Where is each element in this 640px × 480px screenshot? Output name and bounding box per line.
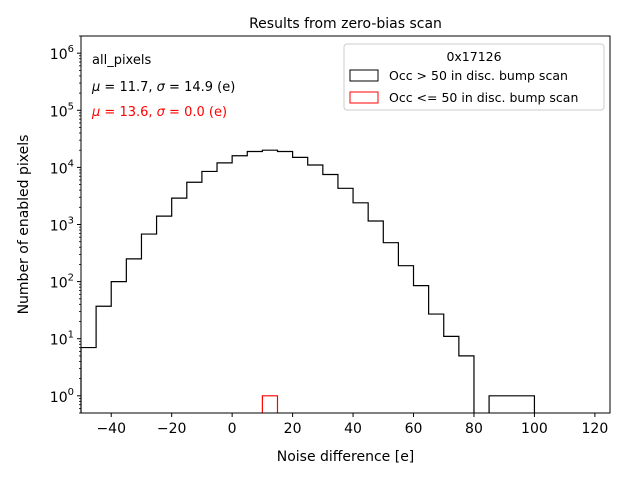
legend-box — [343, 43, 605, 111]
x-tick-label: 40 — [344, 421, 362, 437]
y-axis-title: Number of enabled pixels — [16, 135, 32, 315]
legend-swatch-occ-gt-50 — [349, 69, 379, 82]
annotation-stats-occ-le-50: μ = 13.6, σ = 0.0 (e) — [91, 105, 227, 120]
x-tick-label: −40 — [96, 421, 126, 437]
legend-swatch-occ-le-50 — [349, 91, 379, 104]
y-tick-label: 101 — [50, 330, 74, 349]
legend: 0x17126 Occ > 50 in disc. bump scan Occ … — [343, 43, 605, 111]
x-tick-label: 0 — [228, 421, 237, 437]
y-tick-label: 102 — [50, 273, 74, 292]
x-tick-label: 20 — [284, 421, 302, 437]
legend-title: 0x17126 — [446, 49, 501, 64]
x-axis-title: Noise difference [e] — [277, 449, 415, 465]
annotation-stats-occ-gt-50: μ = 11.7, σ = 14.9 (e) — [91, 80, 235, 95]
annotation-region-label: all_pixels — [92, 53, 151, 68]
plot-area — [80, 149, 536, 413]
y-tick-label: 103 — [50, 216, 74, 235]
legend-label-occ-gt-50: Occ > 50 in disc. bump scan — [389, 68, 568, 83]
y-axis-ticks: 100 101 102 103 104 105 106 — [50, 35, 81, 414]
legend-label-occ-le-50: Occ <= 50 in disc. bump scan — [389, 90, 578, 105]
y-tick-label: 106 — [50, 44, 74, 63]
x-tick-label: −20 — [157, 421, 187, 437]
x-tick-label: 80 — [465, 421, 483, 437]
histogram-series-1-outline — [261, 395, 279, 413]
y-tick-label: 104 — [50, 158, 74, 177]
plot-frame — [80, 35, 611, 414]
x-axis-ticks: −40 −20 0 20 40 60 80 100 120 — [96, 413, 608, 437]
chart-title: Results from zero-bias scan — [249, 16, 442, 32]
x-tick-label: 100 — [521, 421, 548, 437]
y-tick-label: 105 — [50, 101, 74, 120]
histogram-series-0-outline — [80, 149, 536, 413]
y-tick-label: 100 — [50, 387, 74, 406]
x-tick-label: 60 — [405, 421, 423, 437]
x-tick-label: 120 — [582, 421, 609, 437]
